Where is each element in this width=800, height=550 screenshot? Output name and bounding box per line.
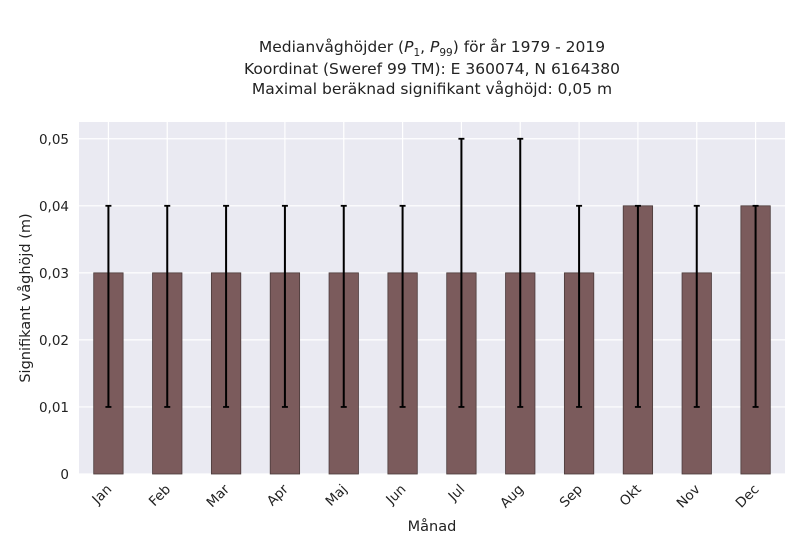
y-tick-label: 0 [60,467,69,483]
x-tick-label-jul: Jul [445,482,469,506]
y-axis-label: Signifikant våghöjd (m) [17,213,34,382]
y-tick-label: 0,02 [39,333,69,349]
x-tick-label-okt: Okt [617,482,645,510]
title-text-suffix: ) för år 1979 - 2019 [453,38,605,56]
x-tick-label-aug: Aug [497,482,527,512]
error-bar-sep [576,204,583,408]
title-p-symbol: P [430,38,440,56]
title-subscript-1: 1 [413,47,420,59]
x-tick-label-apr: Apr [264,481,292,509]
chart-title-line-2: Koordinat (Sweref 99 TM): E 360074, N 61… [244,60,620,78]
error-bar-jul [458,137,465,408]
plot-area [79,122,785,474]
error-bar-nov [693,204,700,408]
x-tick-label-jun: Jun [382,482,409,509]
x-axis-ticks: Jan Feb Mar Apr Maj Jun Jul Aug Sep Okt Nov Dec [89,481,763,511]
x-tick-label-jan: Jan [89,482,116,509]
error-bars [105,137,759,408]
error-bar-aug [517,137,524,408]
chart-title: Medianvåghöjder (P1, P99) för år 1979 - … [244,38,620,98]
title-p-symbol: P [404,38,414,56]
y-tick-label: 0,03 [39,266,69,282]
title-separator: , [420,38,430,56]
x-tick-label-feb: Feb [146,482,174,510]
error-bar-jan [105,204,112,408]
error-bar-dec [752,204,759,408]
y-tick-label: 0,01 [39,400,69,416]
x-tick-label-dec: Dec [733,482,763,512]
title-text-prefix: Medianvåghöjder ( [259,38,404,56]
error-bar-feb [164,204,171,408]
title-subscript-2: 99 [439,47,452,59]
x-tick-label-maj: Maj [323,482,351,510]
error-bar-okt [634,204,641,408]
x-tick-label-sep: Sep [557,482,586,511]
y-tick-label: 0,05 [39,132,69,148]
x-tick-label-nov: Nov [674,482,704,512]
y-tick-label: 0,04 [39,199,69,215]
error-bar-mar [223,204,230,408]
error-bar-apr [281,204,288,408]
error-bar-maj [340,204,347,408]
error-bar-jun [399,204,406,408]
y-axis-ticks: 0 0,01 0,02 0,03 0,04 0,05 [39,132,69,483]
x-axis-label: Månad [408,518,457,535]
chart-title-line-3: Maximal beräknad signifikant våghöjd: 0,… [252,80,612,98]
chart-title-line-1: Medianvåghöjder (P1, P99) för år 1979 - … [259,38,605,59]
x-tick-label-mar: Mar [204,481,234,511]
